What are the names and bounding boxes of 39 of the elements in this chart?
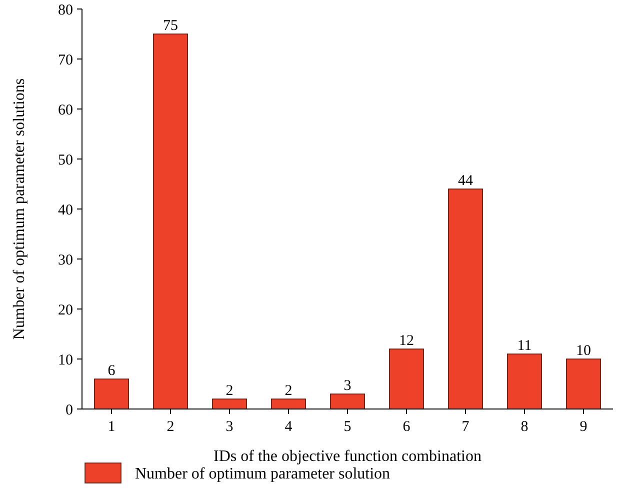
y-axis-title: Number of optimum parameter solutions: [11, 78, 28, 340]
x-tick-label: 1: [108, 419, 116, 435]
bar: [212, 398, 248, 410]
x-tick-label: 5: [344, 419, 352, 435]
x-tick-label: 3: [226, 419, 234, 435]
bar: [94, 378, 130, 410]
data-label: 6: [108, 363, 116, 379]
y-tick-label: 40: [58, 202, 73, 218]
data-label: 2: [284, 383, 292, 399]
bar: [566, 358, 602, 410]
y-tick-label: 30: [58, 252, 73, 268]
data-label: 10: [576, 343, 591, 359]
y-tick-label: 20: [58, 302, 73, 318]
y-tick-label: 70: [58, 52, 73, 68]
y-tick-label: 50: [58, 152, 73, 168]
y-tick-label: 80: [58, 2, 73, 18]
x-axis-title: IDs of the objective function combination: [214, 448, 482, 465]
legend-label: Number of optimum parameter solution: [135, 466, 390, 483]
y-tick-label: 60: [58, 102, 73, 118]
bar: [330, 394, 366, 410]
x-tick-label: 6: [402, 419, 411, 435]
data-label: 2: [226, 383, 234, 399]
bar: [506, 354, 542, 410]
x-tick-label: 2: [166, 419, 174, 435]
data-label: 44: [458, 173, 474, 189]
bar: [270, 398, 306, 410]
x-tick-label: 8: [520, 419, 528, 435]
x-tick-label: 9: [580, 419, 588, 435]
data-label: 12: [399, 333, 414, 349]
data-label: 11: [517, 338, 532, 354]
x-tick-label: 7: [462, 419, 470, 435]
bar: [448, 188, 484, 410]
y-tick-label: 10: [58, 352, 73, 368]
data-label: 3: [344, 378, 352, 394]
x-tick-label: 4: [284, 419, 293, 435]
bar: [388, 348, 424, 410]
y-tick-label: 0: [66, 402, 73, 418]
data-label: 75: [163, 18, 178, 34]
bar: [152, 34, 188, 410]
